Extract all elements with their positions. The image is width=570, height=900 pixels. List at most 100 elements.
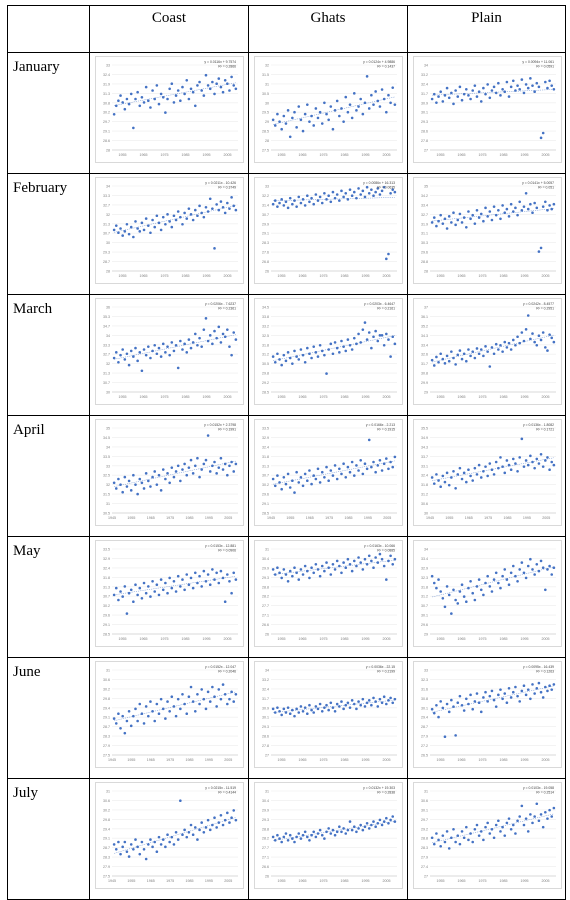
chart-frame bbox=[413, 661, 562, 768]
data-point bbox=[119, 483, 122, 486]
chart-svg: 27.527.928.328.729.129.429.830.230.63119… bbox=[95, 782, 244, 889]
data-point bbox=[479, 348, 483, 351]
data-point bbox=[350, 348, 354, 351]
scatter-chart: 26 26.6 27.1 27.7 28.2 28.8 29.3 29.9 30.4 31 1955… bbox=[254, 782, 403, 889]
data-point bbox=[198, 574, 201, 578]
x-tick-label: 1985 bbox=[341, 758, 349, 762]
data-point bbox=[514, 832, 517, 835]
data-point bbox=[172, 214, 176, 218]
data-point bbox=[486, 821, 489, 825]
scatter-chart: 28 28.7 29.3 30 30.7 31.3 32 32.7 33.3 34 1955 1965… bbox=[95, 177, 244, 284]
data-point bbox=[385, 457, 388, 460]
data-point bbox=[276, 474, 279, 477]
data-point bbox=[297, 578, 301, 581]
data-point bbox=[342, 195, 345, 199]
data-point bbox=[295, 835, 298, 839]
y-tick-label: 34.9 bbox=[421, 436, 428, 440]
data-point bbox=[541, 465, 545, 468]
x-tick-label: 1975 bbox=[320, 879, 328, 883]
data-point bbox=[454, 89, 457, 92]
data-point bbox=[499, 830, 502, 833]
x-tick-label: 1985 bbox=[500, 395, 508, 399]
x-tick-label: 2005 bbox=[542, 758, 550, 762]
data-point bbox=[142, 487, 146, 490]
data-point bbox=[206, 434, 210, 437]
data-point bbox=[546, 456, 549, 459]
chart-svg: 2626.827.628.329.129.930.731.432.2331955… bbox=[254, 177, 403, 284]
data-point bbox=[482, 593, 485, 597]
data-point bbox=[202, 328, 206, 331]
data-point bbox=[286, 839, 290, 842]
y-tick-label: 28 bbox=[424, 270, 428, 274]
data-point bbox=[479, 212, 483, 216]
x-tick-label: 1995 bbox=[205, 516, 213, 520]
data-point bbox=[432, 482, 436, 485]
data-point bbox=[226, 702, 229, 706]
y-tick-label: 34 bbox=[424, 548, 428, 552]
month-label: July bbox=[7, 778, 90, 900]
data-point bbox=[524, 191, 528, 195]
data-point bbox=[355, 342, 358, 346]
data-point bbox=[432, 216, 436, 219]
data-point bbox=[198, 702, 201, 706]
chart-cell-ghats: 28.5 29.2 29.8 30.5 31.2 31.8 32.5 33.2 33.8 34.5… bbox=[248, 294, 408, 416]
y-tick-label: 30.6 bbox=[421, 799, 428, 803]
data-point bbox=[505, 701, 509, 704]
data-point bbox=[344, 191, 348, 195]
data-point bbox=[435, 473, 438, 476]
data-point bbox=[223, 335, 227, 339]
data-point bbox=[363, 557, 367, 561]
data-point bbox=[325, 703, 328, 707]
data-point bbox=[490, 689, 494, 693]
x-tick-label: 1965 bbox=[140, 153, 148, 157]
data-point bbox=[153, 97, 157, 101]
data-point bbox=[447, 593, 451, 597]
data-point bbox=[166, 97, 169, 101]
data-point bbox=[441, 100, 445, 103]
data-point bbox=[477, 352, 481, 356]
y-tick-label: 27.5 bbox=[103, 875, 110, 879]
data-point bbox=[526, 463, 530, 467]
data-point bbox=[138, 702, 142, 706]
data-point bbox=[204, 73, 208, 77]
data-point bbox=[123, 358, 127, 361]
x-tick-label: 1975 bbox=[166, 758, 174, 762]
data-point bbox=[219, 456, 223, 460]
data-point bbox=[308, 839, 311, 842]
chart-frame bbox=[413, 419, 562, 526]
y-tick-label: 28 bbox=[265, 139, 269, 143]
x-tick-label: 1975 bbox=[161, 274, 169, 278]
data-point bbox=[505, 80, 509, 84]
data-point bbox=[499, 456, 502, 459]
data-point bbox=[471, 350, 475, 353]
data-point bbox=[293, 491, 296, 494]
y-tick-label: 27 bbox=[265, 754, 269, 758]
data-point bbox=[200, 688, 203, 691]
y-tick-label: 34 bbox=[265, 669, 269, 673]
data-point bbox=[471, 89, 475, 92]
data-point bbox=[456, 602, 460, 605]
data-point bbox=[352, 702, 356, 706]
data-point bbox=[329, 105, 333, 108]
data-point bbox=[204, 707, 208, 711]
data-point bbox=[271, 355, 275, 358]
y-tick-label: 31 bbox=[106, 790, 110, 794]
chart-svg: 2727.828.629.330.130.931.732.433.2341955… bbox=[413, 56, 562, 163]
data-point bbox=[149, 838, 152, 841]
data-point bbox=[325, 830, 328, 834]
data-point bbox=[350, 460, 354, 464]
x-tick-label: 2005 bbox=[383, 637, 391, 641]
y-tick-label: 31 bbox=[265, 790, 269, 794]
data-point bbox=[299, 568, 303, 571]
data-point bbox=[529, 557, 532, 561]
data-point bbox=[363, 101, 367, 105]
data-point bbox=[432, 842, 436, 846]
data-point bbox=[176, 210, 180, 213]
data-point bbox=[280, 363, 283, 367]
data-point bbox=[308, 703, 311, 707]
data-point bbox=[465, 87, 468, 91]
data-point bbox=[198, 80, 201, 84]
data-point bbox=[548, 684, 551, 687]
data-point bbox=[518, 568, 521, 571]
